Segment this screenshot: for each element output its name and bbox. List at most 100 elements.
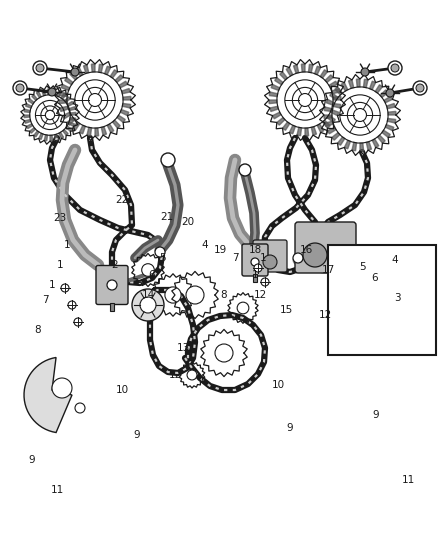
Text: 1: 1: [260, 253, 266, 263]
Circle shape: [16, 84, 24, 92]
Circle shape: [107, 280, 117, 290]
Polygon shape: [67, 101, 74, 106]
Polygon shape: [36, 92, 41, 98]
Text: 6: 6: [372, 273, 378, 283]
Polygon shape: [272, 112, 281, 119]
Text: 12: 12: [168, 370, 182, 380]
Circle shape: [237, 302, 249, 314]
Circle shape: [36, 64, 44, 72]
Polygon shape: [42, 90, 46, 96]
Text: 12: 12: [253, 290, 267, 300]
Polygon shape: [357, 79, 360, 87]
Circle shape: [155, 247, 165, 257]
Polygon shape: [113, 120, 120, 128]
Polygon shape: [387, 118, 396, 123]
Polygon shape: [59, 132, 64, 139]
Polygon shape: [117, 115, 125, 123]
Polygon shape: [330, 110, 339, 116]
FancyBboxPatch shape: [96, 265, 128, 304]
Polygon shape: [25, 104, 32, 108]
Circle shape: [361, 68, 369, 76]
Bar: [328, 245, 436, 355]
Polygon shape: [50, 135, 53, 141]
Polygon shape: [387, 103, 395, 109]
Circle shape: [52, 378, 72, 398]
Polygon shape: [382, 130, 390, 138]
Polygon shape: [68, 122, 74, 126]
Circle shape: [416, 84, 424, 92]
Polygon shape: [270, 106, 279, 111]
Polygon shape: [47, 89, 50, 95]
Polygon shape: [67, 117, 75, 125]
Polygon shape: [388, 111, 396, 115]
Text: 1: 1: [252, 270, 258, 280]
Polygon shape: [360, 143, 364, 151]
Polygon shape: [290, 125, 295, 134]
Circle shape: [48, 88, 56, 96]
Text: 14: 14: [141, 290, 155, 300]
Polygon shape: [271, 84, 280, 91]
Circle shape: [293, 253, 303, 263]
Circle shape: [254, 264, 262, 272]
Polygon shape: [115, 75, 123, 83]
Text: 22: 22: [115, 195, 129, 205]
Polygon shape: [372, 139, 379, 148]
Polygon shape: [269, 92, 278, 96]
Polygon shape: [95, 128, 99, 136]
Polygon shape: [59, 92, 67, 96]
Text: 9: 9: [28, 455, 35, 465]
Polygon shape: [123, 96, 131, 100]
Circle shape: [140, 297, 156, 313]
Polygon shape: [87, 127, 92, 136]
Polygon shape: [32, 95, 37, 101]
Polygon shape: [375, 85, 382, 93]
Polygon shape: [332, 88, 340, 94]
Bar: [253, 274, 257, 282]
Text: 3: 3: [394, 293, 400, 303]
Polygon shape: [79, 125, 85, 134]
Polygon shape: [73, 122, 80, 130]
Circle shape: [349, 255, 359, 265]
Text: 6: 6: [148, 270, 155, 280]
Polygon shape: [61, 93, 66, 99]
FancyBboxPatch shape: [242, 244, 268, 276]
Polygon shape: [101, 127, 106, 135]
Circle shape: [251, 258, 259, 266]
Text: 1: 1: [57, 260, 64, 270]
Polygon shape: [70, 112, 76, 115]
Polygon shape: [120, 110, 129, 116]
Polygon shape: [322, 120, 330, 128]
Polygon shape: [326, 99, 335, 106]
Polygon shape: [119, 81, 127, 88]
Circle shape: [161, 153, 175, 167]
Polygon shape: [324, 107, 332, 111]
Polygon shape: [61, 84, 70, 91]
Polygon shape: [385, 125, 394, 131]
Text: 2: 2: [112, 260, 118, 270]
Circle shape: [187, 370, 197, 380]
Polygon shape: [27, 124, 33, 128]
Circle shape: [355, 270, 365, 280]
Circle shape: [186, 286, 204, 304]
Circle shape: [391, 64, 399, 72]
Circle shape: [142, 264, 154, 276]
Circle shape: [261, 278, 269, 286]
Circle shape: [61, 284, 69, 292]
Polygon shape: [333, 96, 341, 100]
Text: 12: 12: [318, 310, 332, 320]
Text: 1: 1: [49, 280, 55, 290]
Polygon shape: [275, 78, 283, 85]
Text: 4: 4: [201, 240, 208, 250]
Polygon shape: [64, 97, 71, 102]
Polygon shape: [28, 99, 34, 104]
Polygon shape: [24, 358, 72, 433]
Polygon shape: [378, 135, 385, 143]
Text: 17: 17: [321, 265, 335, 275]
Polygon shape: [330, 93, 338, 100]
Polygon shape: [327, 115, 335, 123]
Polygon shape: [380, 90, 388, 98]
Text: 5: 5: [159, 253, 165, 263]
Circle shape: [74, 318, 82, 326]
Circle shape: [263, 255, 277, 269]
Text: 8: 8: [35, 325, 41, 335]
